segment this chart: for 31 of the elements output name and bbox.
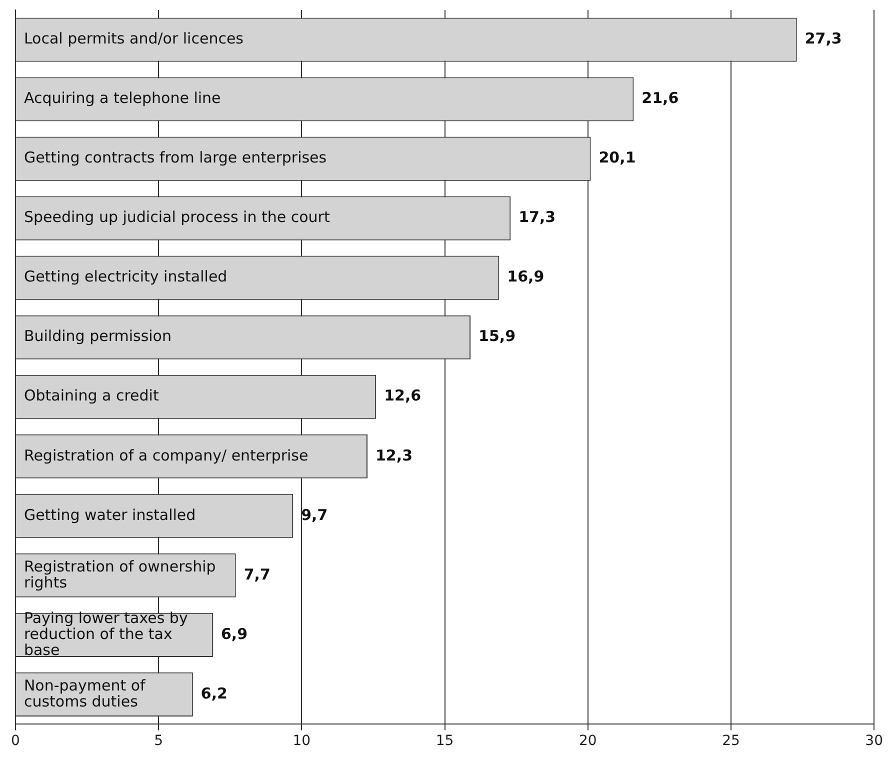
y-tick-label: Registration of a company/ enterprise bbox=[24, 446, 308, 464]
data-label: 6,9 bbox=[220, 624, 248, 643]
y-tick-label: Non-payment of customs duties bbox=[24, 676, 146, 710]
data-label: 15,9 bbox=[478, 327, 516, 346]
data-label: 20,1 bbox=[598, 148, 636, 167]
data-label: 16,9 bbox=[507, 268, 544, 286]
data-label: 12,6 bbox=[384, 386, 422, 405]
y-tick-label: Obtaining a credit bbox=[24, 386, 159, 405]
data-label: 9,7 bbox=[301, 506, 328, 524]
y-tick-label: Getting contracts from large enterprises bbox=[24, 148, 327, 167]
data-label: 7,7 bbox=[244, 565, 270, 584]
y-tick-label: Getting electricity installed bbox=[24, 268, 228, 286]
y-tick-label: Speeding up judicial process in the court bbox=[24, 208, 330, 226]
x-tick-label: 15 bbox=[436, 733, 454, 750]
data-label: 17,3 bbox=[518, 208, 556, 226]
data-label: 27,3 bbox=[804, 30, 842, 48]
y-tick-label: Getting water installed bbox=[24, 506, 196, 524]
y-tick-label: Paying lower taxes by reduction of the tax base bbox=[24, 608, 188, 659]
data-label: 6,2 bbox=[200, 684, 228, 702]
y-tick-label: Registration of ownership rights bbox=[24, 557, 216, 592]
x-tick-label: 0 bbox=[10, 733, 20, 750]
x-tick-label: 5 bbox=[154, 733, 164, 750]
x-tick-label: 25 bbox=[722, 733, 740, 750]
y-tick-label: Acquiring a telephone line bbox=[24, 89, 221, 108]
x-tick-label: 30 bbox=[865, 733, 884, 750]
data-label: 12,3 bbox=[375, 446, 413, 464]
x-tick-label: 20 bbox=[578, 733, 597, 750]
data-label: 21,6 bbox=[642, 89, 679, 108]
y-tick-label: Building permission bbox=[24, 327, 172, 346]
y-tick-label: Local permits and/or licences bbox=[24, 30, 244, 48]
x-tick-label: 10 bbox=[292, 733, 311, 750]
